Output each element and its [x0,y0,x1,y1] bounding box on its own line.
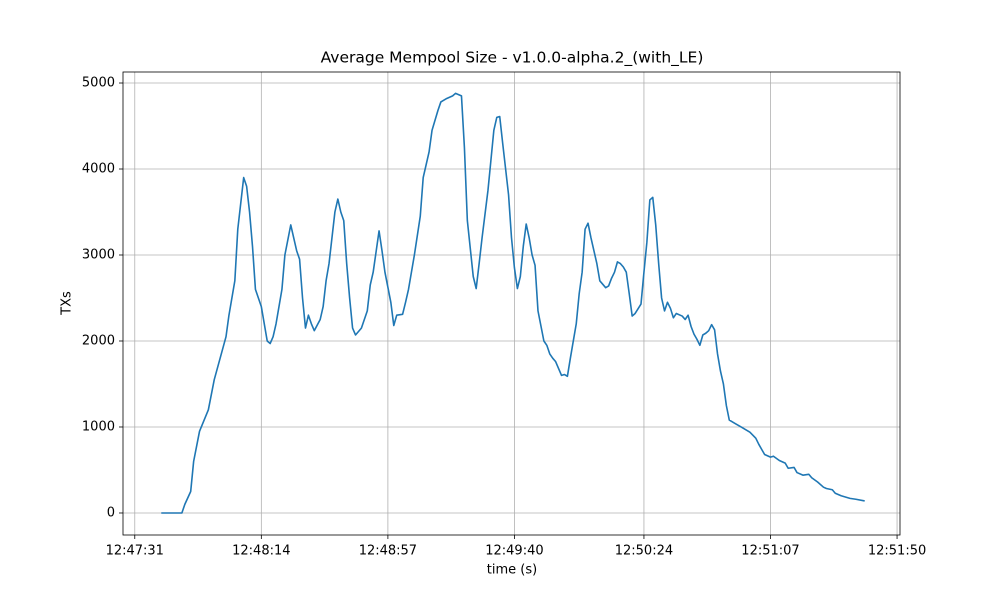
y-tick-label: 4000 [82,162,115,177]
x-tick-label: 12:50:24 [615,544,673,559]
chart-title: Average Mempool Size - v1.0.0-alpha.2_(w… [321,49,704,68]
data-line [161,92,865,514]
y-tick-label: 2000 [82,333,115,348]
x-tick-label: 12:47:31 [106,544,164,559]
x-tick-label: 12:49:40 [485,544,543,559]
x-tick-label: 12:51:07 [741,544,799,559]
x-tick-label: 12:48:14 [232,544,290,559]
x-tick-label: 12:48:57 [359,544,417,559]
y-axis-label: TXs [60,291,75,316]
x-tick-label: 12:51:50 [868,544,926,559]
y-tick-label: 1000 [82,419,115,434]
x-axis-label: time (s) [487,563,537,578]
y-tick-label: 3000 [82,247,115,262]
y-tick-label: 0 [107,505,115,520]
plot-frame [122,71,901,536]
y-tick-label: 5000 [82,76,115,91]
